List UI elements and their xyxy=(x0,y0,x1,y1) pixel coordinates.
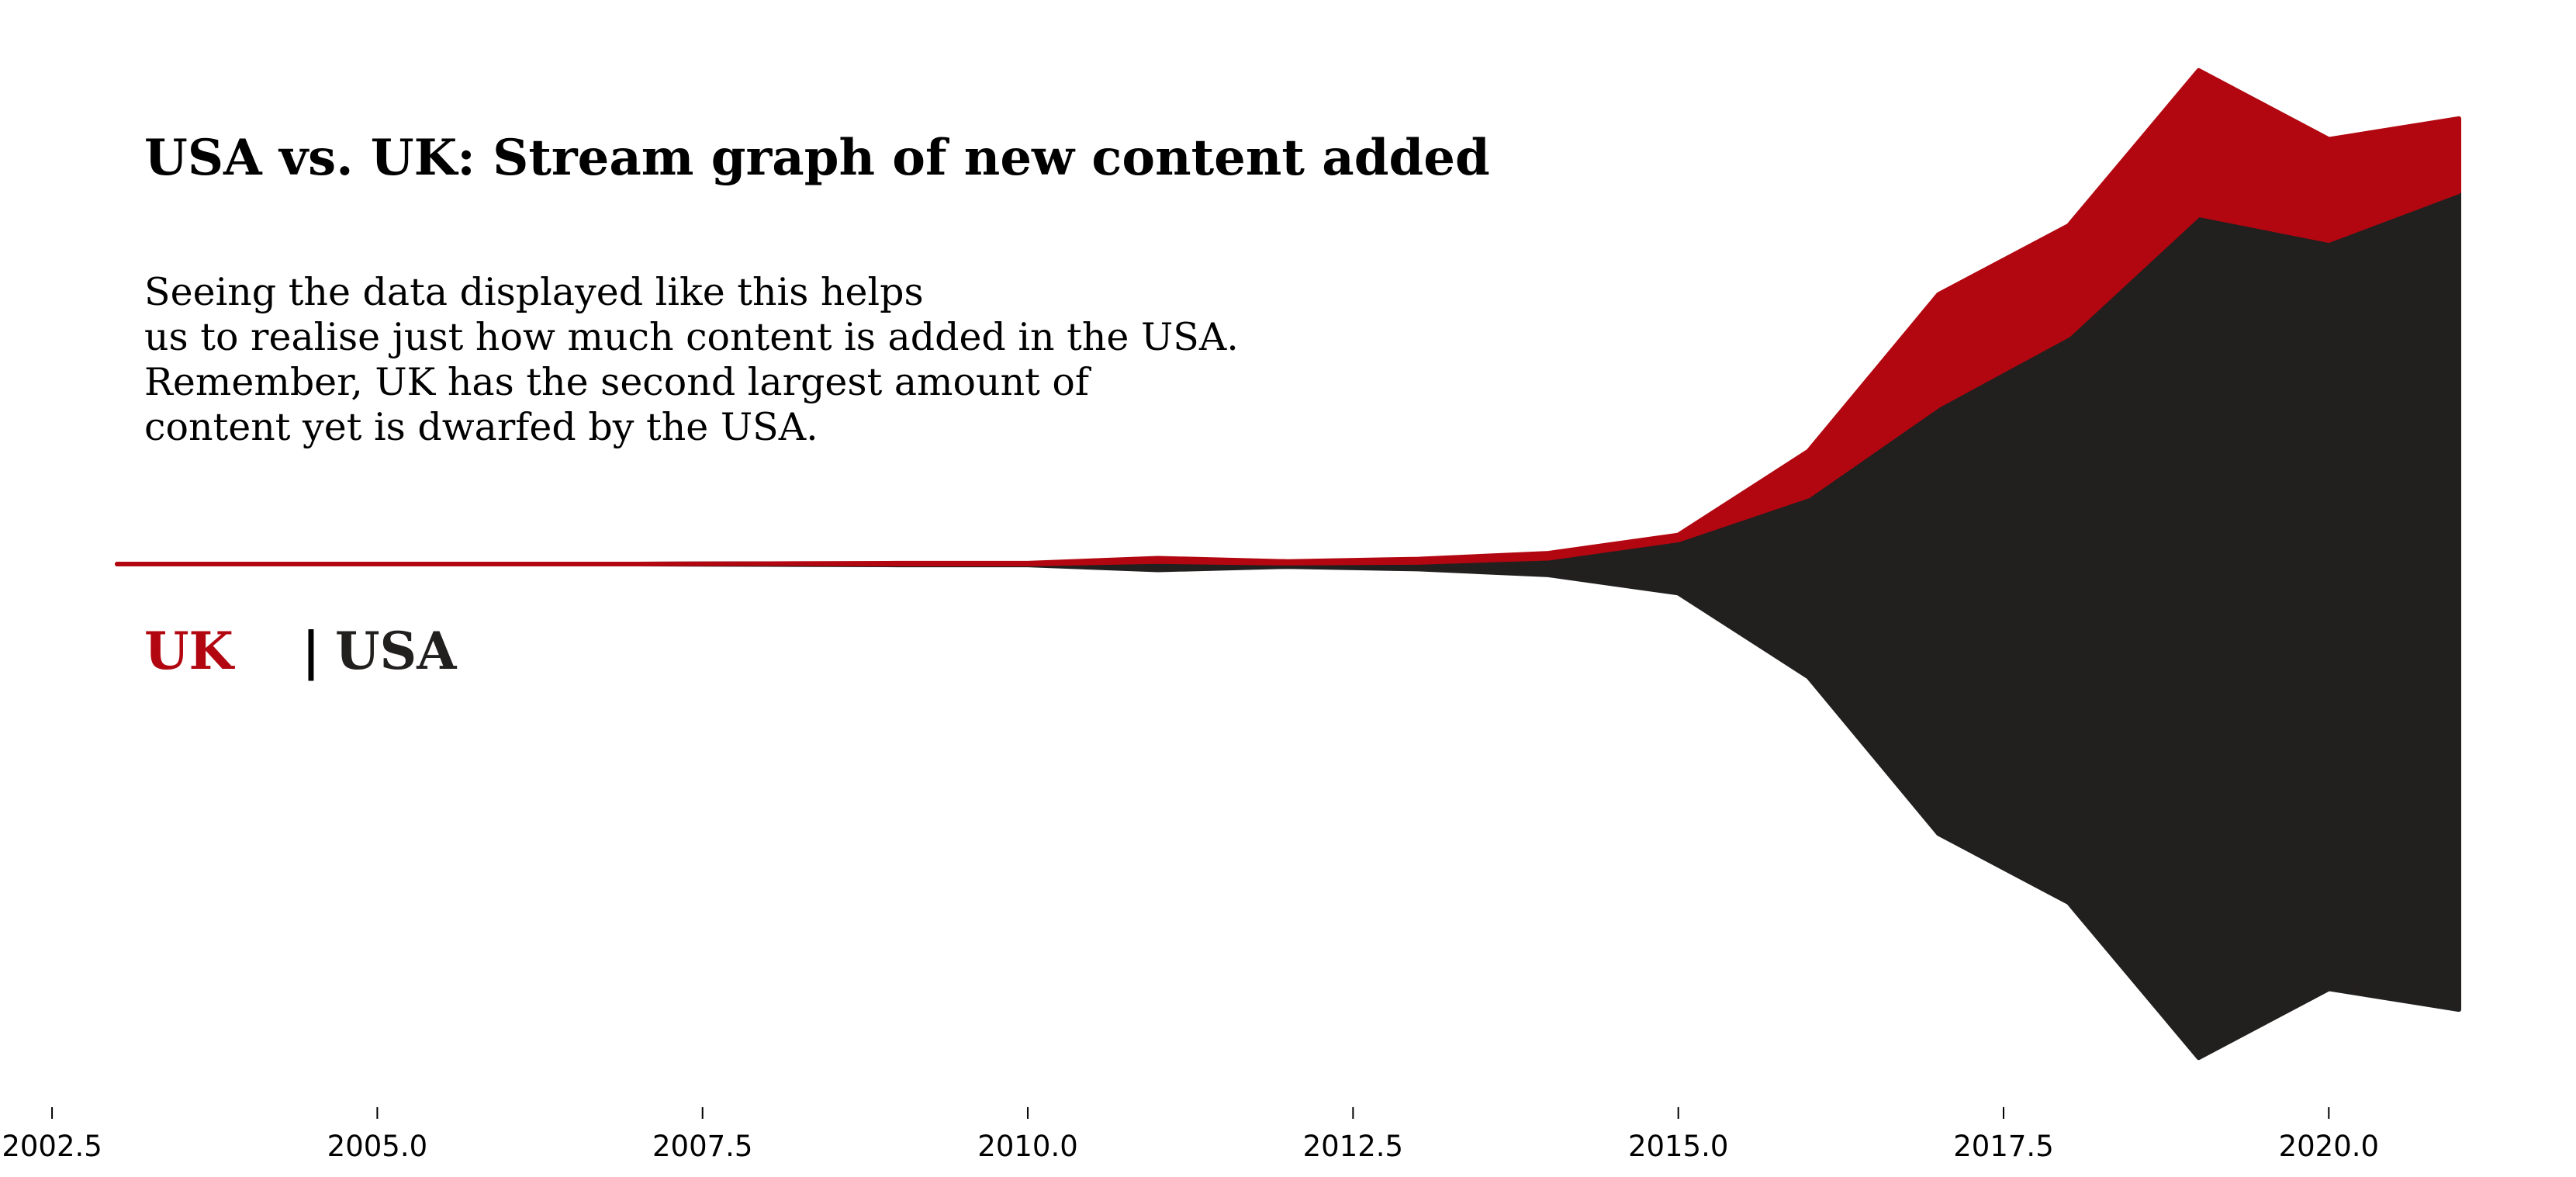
legend-entry: USA xyxy=(335,621,457,681)
chart-title: USA vs. UK: Stream graph of new content … xyxy=(144,129,1490,187)
x-tick-label: 2012.5 xyxy=(1303,1130,1403,1163)
x-tick-label: 2002.5 xyxy=(2,1130,102,1163)
x-tick-label: 2007.5 xyxy=(652,1130,752,1163)
plot-area xyxy=(114,68,2462,1061)
x-axis: 2002.5 2005.0 2007.5 2010.0 2012.5 2015.0 2017… xyxy=(2,1107,2379,1163)
legend-entry: UK xyxy=(144,621,236,681)
legend-separator: | xyxy=(302,621,320,681)
description-line: Seeing the data displayed like this help… xyxy=(144,270,924,314)
x-tick-label: 2015.0 xyxy=(1628,1130,1728,1163)
description: Seeing the data displayed like this help… xyxy=(144,270,1239,449)
description-line: Remember, UK has the second largest amou… xyxy=(144,360,1092,404)
x-tick-label: 2017.5 xyxy=(1953,1130,2053,1163)
description-line: us to realise just how much content is a… xyxy=(144,315,1239,359)
x-tick-label: 2010.0 xyxy=(977,1130,1077,1163)
x-tick-label: 2005.0 xyxy=(327,1130,427,1163)
stream-area xyxy=(114,68,2462,566)
description-line: content yet is dwarfed by the USA. xyxy=(144,405,818,449)
x-tick-label: 2020.0 xyxy=(2279,1130,2379,1163)
